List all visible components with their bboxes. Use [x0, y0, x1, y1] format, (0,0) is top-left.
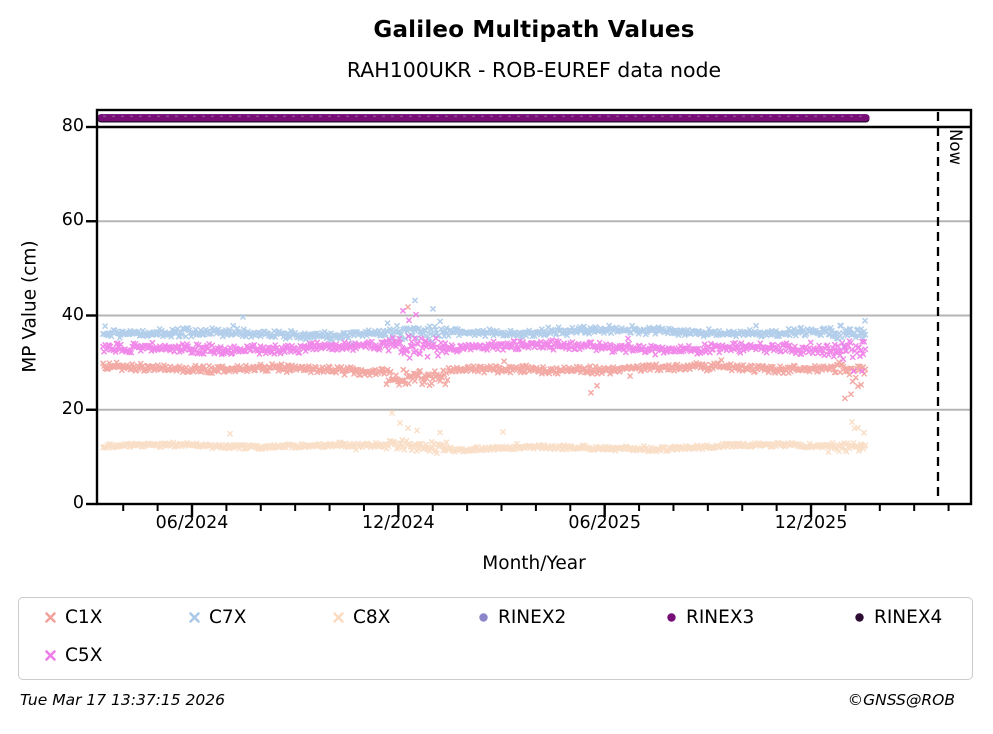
dot-marker-icon — [667, 613, 676, 622]
x-marker-icon — [45, 612, 56, 623]
y-tick-label: 0 — [72, 493, 84, 513]
legend-label: C8X — [353, 607, 391, 628]
dot-marker-icon — [855, 613, 864, 622]
y-tick-label: 60 — [61, 210, 84, 231]
x-marker-icon — [45, 650, 56, 661]
x-tick-label: 06/2025 — [568, 513, 642, 533]
legend-label: RINEX2 — [498, 607, 567, 628]
series-c5x-points — [100, 307, 869, 375]
dot-marker-icon — [479, 613, 488, 622]
x-tick-label: 12/2024 — [361, 513, 435, 533]
x-marker-icon — [333, 612, 344, 623]
series-c1x-points — [100, 304, 869, 402]
legend-label: RINEX3 — [686, 607, 755, 628]
plot-timestamp: Tue Mar 17 13:37:15 2026 — [20, 691, 226, 709]
series-c8x-points — [100, 410, 869, 456]
chart-title: Galileo Multipath Values — [373, 17, 695, 43]
legend-label: RINEX4 — [874, 607, 943, 628]
copyright-label: ©GNSS@ROB — [847, 691, 955, 709]
legend-label: C7X — [209, 607, 247, 628]
x-tick-label: 06/2024 — [155, 513, 229, 533]
legend-label: C5X — [65, 645, 103, 666]
x-marker-icon — [189, 612, 200, 623]
legend-label: C1X — [65, 607, 103, 628]
x-tick-label: 12/2025 — [774, 513, 848, 533]
y-tick-label: 80 — [61, 116, 84, 136]
legend: C1X C7X C8X RINEX2 RINEX3 RINEX4 C5X — [18, 597, 973, 680]
series-c7x-points — [100, 297, 869, 349]
now-annotation-label: Now — [946, 129, 965, 165]
y-tick-label: 20 — [61, 398, 84, 419]
chart-subtitle: RAH100UKR - ROB-EUREF data node — [346, 58, 722, 82]
plot-area — [86, 108, 973, 517]
x-axis-label: Month/Year — [482, 553, 586, 574]
y-tick-label: 40 — [61, 304, 84, 325]
plot-border — [95, 108, 973, 506]
